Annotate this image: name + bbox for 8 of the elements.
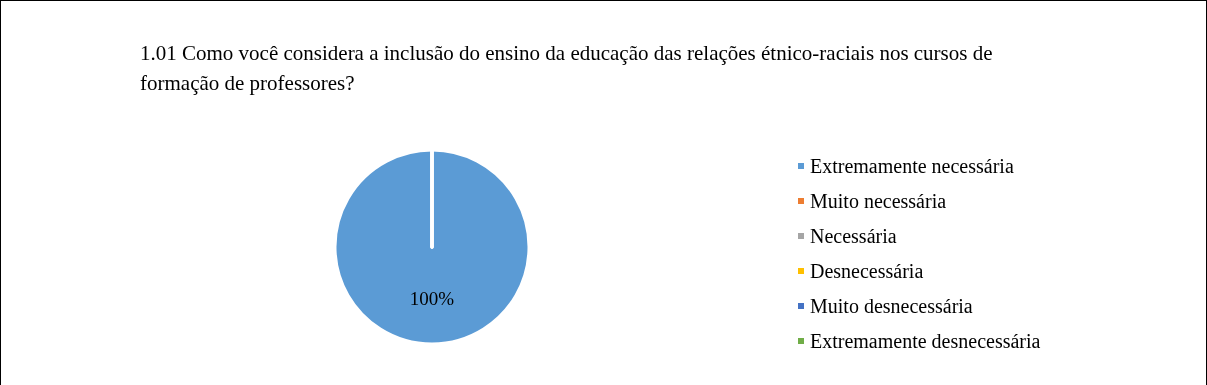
chart-title: 1.01 Como você considera a inclusão do ensino da educação das relações étnico-raciais nos cursos de formação de professores? bbox=[140, 41, 998, 95]
legend-label: Extremamente necessária bbox=[810, 155, 1014, 177]
legend-label: Extremamente desnecessária bbox=[810, 330, 1041, 352]
legend-label: Muito desnecessária bbox=[810, 295, 973, 317]
data-label: 100% bbox=[409, 288, 455, 309]
legend-label: Desnecessária bbox=[810, 260, 924, 282]
legend-label: Necessária bbox=[810, 225, 897, 247]
legend-label: Muito necessária bbox=[810, 190, 947, 212]
